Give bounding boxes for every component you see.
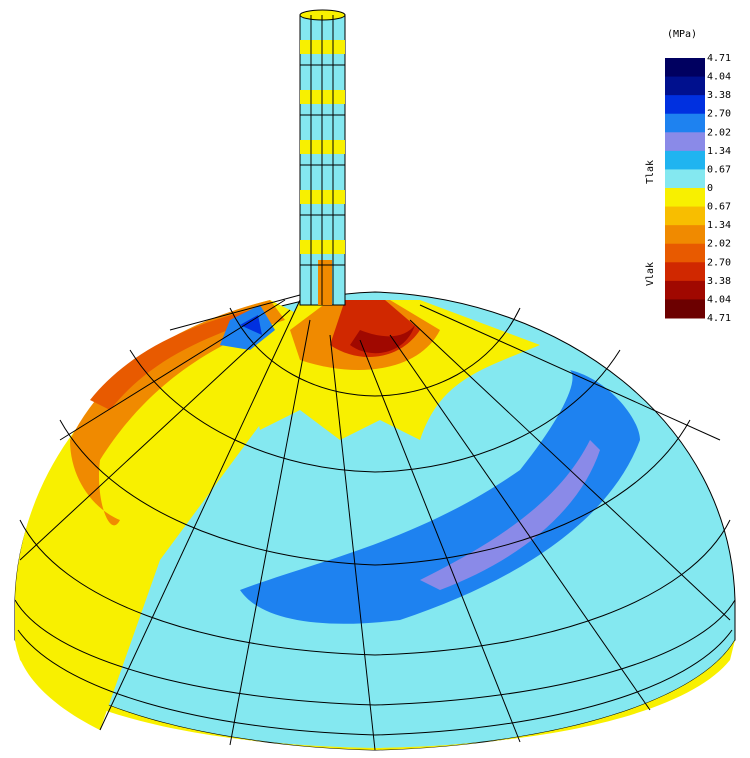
- legend-label: 4.04: [707, 294, 731, 305]
- legend-label: 3.38: [707, 90, 731, 101]
- legend-label: 0: [707, 183, 713, 194]
- legend-unit: (MPa): [667, 29, 697, 40]
- legend-swatch: [665, 262, 705, 281]
- legend-swatch: [665, 132, 705, 151]
- legend-side-label: Vlak: [645, 262, 656, 286]
- legend-swatch: [665, 299, 705, 318]
- stress-plot: (MPa) Tlak Vlak 4.71 4.04 3.38 2.70 2.02 1.34…: [0, 0, 750, 758]
- legend-label: 2.02: [707, 239, 731, 250]
- legend-label: 2.70: [707, 109, 731, 120]
- legend-label: 0.67: [707, 164, 731, 175]
- legend-label: 1.34: [707, 220, 731, 231]
- legend-swatch: [665, 114, 705, 133]
- legend-swatch: [665, 207, 705, 226]
- legend-label: 0.67: [707, 202, 731, 213]
- color-legend: (MPa) Tlak Vlak 4.71 4.04 3.38 2.70 2.02 1.34…: [645, 29, 731, 324]
- legend-side-label: Tlak: [645, 160, 656, 184]
- legend-label: 4.71: [707, 313, 731, 324]
- legend-swatch: [665, 281, 705, 300]
- legend-label: 3.38: [707, 276, 731, 287]
- legend-swatch: [665, 244, 705, 263]
- legend-label: 4.04: [707, 72, 731, 83]
- legend-swatch: [665, 169, 705, 188]
- legend-label: 2.70: [707, 257, 731, 268]
- legend-swatch: [665, 58, 705, 77]
- legend-label: 2.02: [707, 127, 731, 138]
- dome: [15, 292, 735, 750]
- legend-swatch: [665, 188, 705, 207]
- pipe: [300, 10, 345, 305]
- legend-swatch: [665, 225, 705, 244]
- legend-label: 4.71: [707, 53, 731, 64]
- legend-swatch: [665, 95, 705, 114]
- legend-swatch: [665, 77, 705, 96]
- legend-swatch: [665, 151, 705, 170]
- legend-label: 1.34: [707, 146, 731, 157]
